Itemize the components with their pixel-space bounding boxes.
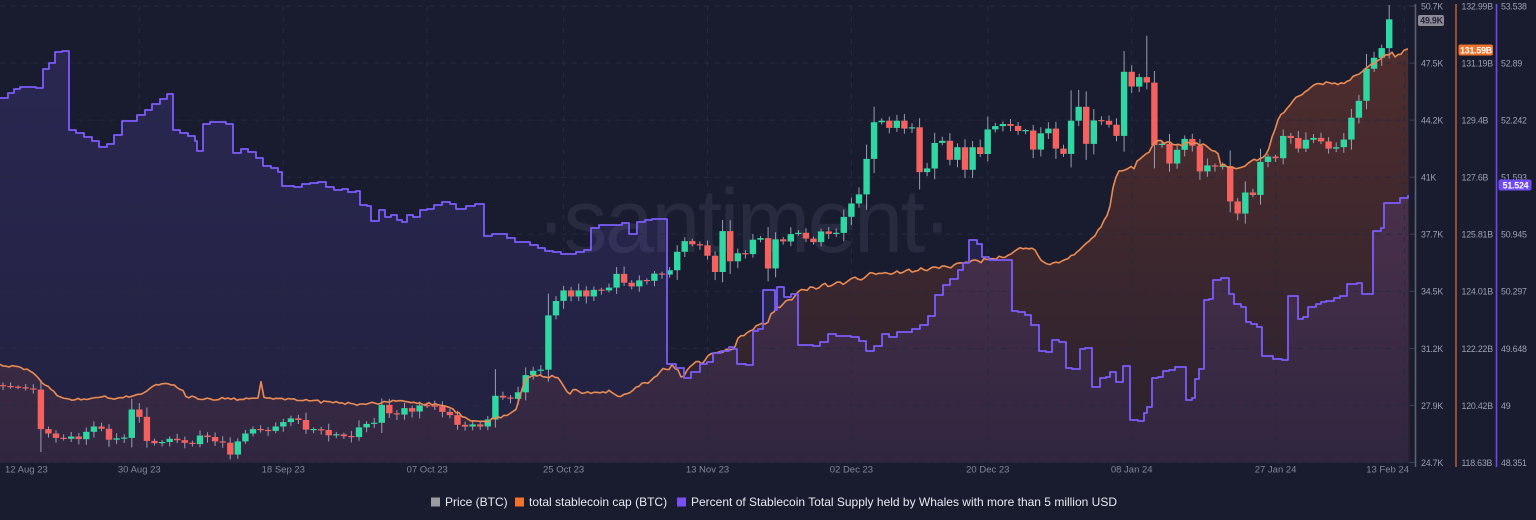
svg-text:20 Dec 23: 20 Dec 23 [966, 465, 1009, 476]
svg-text:52.242: 52.242 [1501, 116, 1527, 126]
svg-text:13 Nov 23: 13 Nov 23 [686, 465, 729, 476]
svg-text:18 Sep 23: 18 Sep 23 [262, 465, 305, 476]
svg-text:51.524: 51.524 [1503, 180, 1529, 190]
svg-text:31.2K: 31.2K [1421, 344, 1443, 354]
svg-text:44.2K: 44.2K [1421, 116, 1443, 126]
svg-text:49.9K: 49.9K [1420, 15, 1443, 25]
svg-text:125.81B: 125.81B [1462, 230, 1494, 240]
svg-text:129.4B: 129.4B [1462, 116, 1489, 126]
svg-text:52.89: 52.89 [1501, 59, 1522, 69]
svg-text:total stablecoin cap (BTC): total stablecoin cap (BTC) [529, 495, 667, 509]
svg-text:30 Aug 23: 30 Aug 23 [118, 465, 161, 476]
svg-text:127.6B: 127.6B [1462, 173, 1489, 183]
svg-text:12 Aug 23: 12 Aug 23 [5, 465, 48, 476]
svg-text:34.5K: 34.5K [1421, 287, 1443, 297]
svg-text:50.945: 50.945 [1501, 230, 1527, 240]
svg-text:51.593: 51.593 [1501, 173, 1527, 183]
svg-text:122.22B: 122.22B [1462, 344, 1494, 354]
svg-text:53.538: 53.538 [1501, 1, 1527, 11]
svg-text:131.59B: 131.59B [1460, 45, 1492, 55]
svg-text:47.5K: 47.5K [1421, 59, 1443, 69]
svg-text:49: 49 [1501, 401, 1511, 411]
svg-text:27.9K: 27.9K [1421, 401, 1443, 411]
svg-text:50.297: 50.297 [1501, 287, 1527, 297]
svg-text:124.01B: 124.01B [1462, 287, 1494, 297]
svg-text:24.7K: 24.7K [1421, 458, 1443, 468]
svg-text:Price (BTC): Price (BTC) [445, 495, 508, 509]
svg-text:49.648: 49.648 [1501, 344, 1527, 354]
svg-text:37.7K: 37.7K [1421, 230, 1443, 240]
svg-text:07 Oct 23: 07 Oct 23 [407, 465, 448, 476]
svg-text:27 Jan 24: 27 Jan 24 [1255, 465, 1297, 476]
svg-text:08 Jan 24: 08 Jan 24 [1111, 465, 1153, 476]
svg-text:Percent of Stablecoin Total Su: Percent of Stablecoin Total Supply held … [691, 495, 1117, 509]
svg-text:13 Feb 24: 13 Feb 24 [1366, 465, 1409, 476]
svg-text:120.42B: 120.42B [1462, 401, 1494, 411]
svg-text:118.63B: 118.63B [1462, 458, 1493, 468]
svg-text:02 Dec 23: 02 Dec 23 [830, 465, 873, 476]
svg-text:131.19B: 131.19B [1462, 59, 1494, 69]
svg-text:41K: 41K [1421, 173, 1436, 183]
svg-text:25 Oct 23: 25 Oct 23 [543, 465, 584, 476]
svg-text:50.7K: 50.7K [1421, 1, 1443, 11]
svg-text:132.99B: 132.99B [1462, 1, 1494, 11]
svg-text:48.351: 48.351 [1501, 458, 1527, 468]
